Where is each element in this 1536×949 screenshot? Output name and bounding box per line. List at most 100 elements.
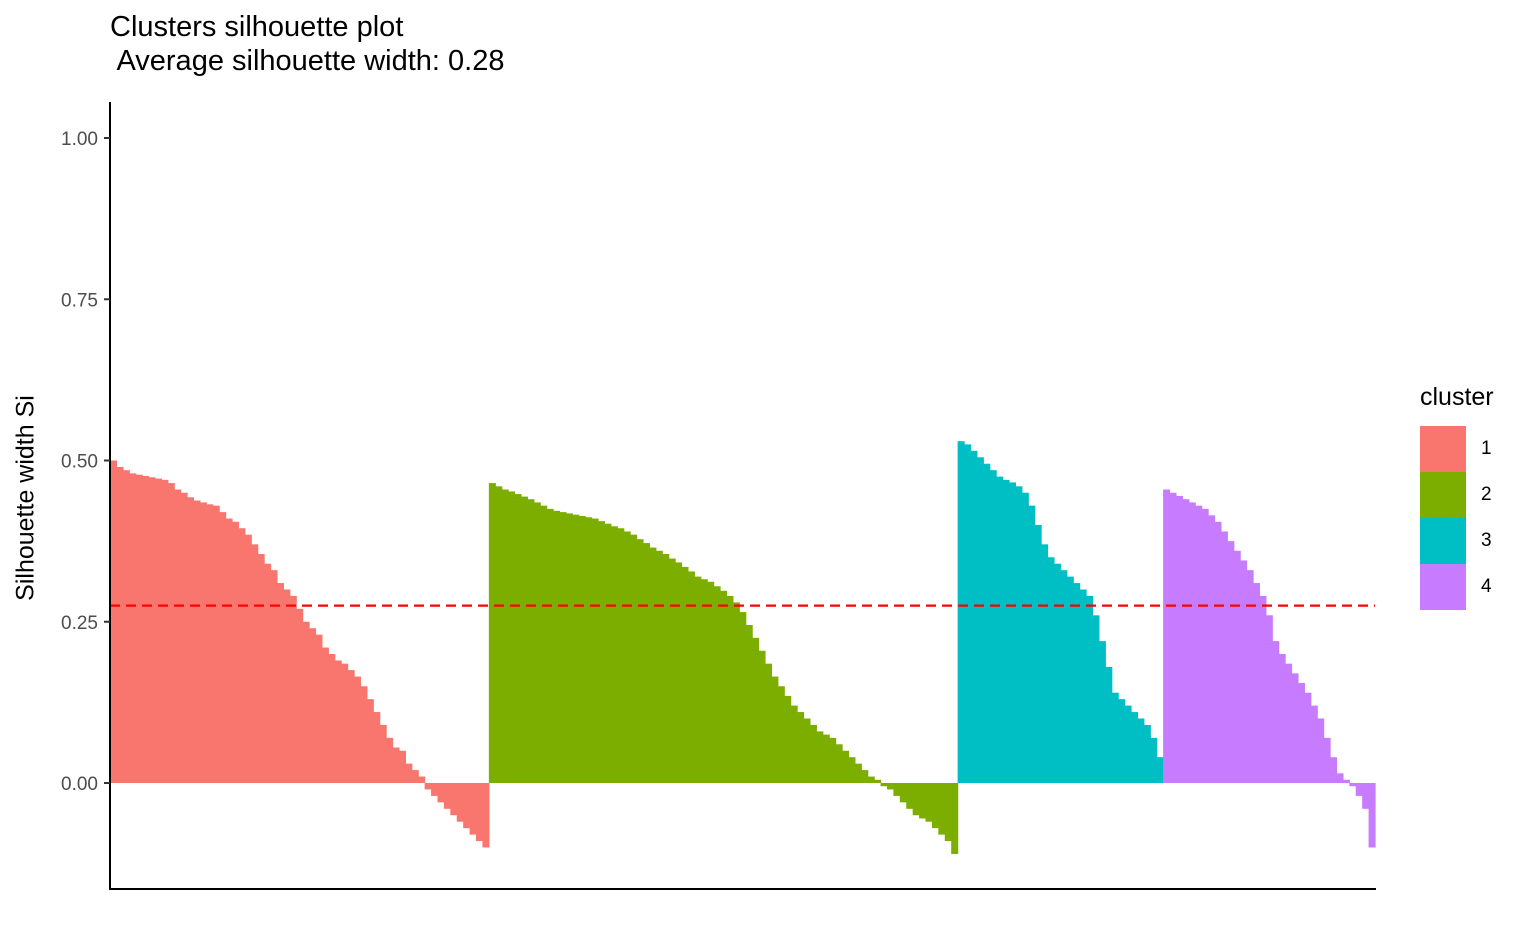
silhouette-bar	[784, 695, 792, 783]
silhouette-bar	[681, 566, 689, 783]
silhouette-bar	[546, 508, 554, 783]
silhouette-bar	[142, 475, 150, 783]
silhouette-bar	[1021, 492, 1029, 783]
silhouette-bar	[1323, 737, 1331, 783]
silhouette-bar	[1297, 683, 1305, 783]
silhouette-bar	[553, 510, 561, 783]
silhouette-bar	[1220, 531, 1228, 783]
silhouette-bar	[520, 496, 528, 783]
silhouette-bar	[668, 558, 676, 783]
legend-title: cluster	[1420, 383, 1494, 411]
silhouette-bar	[251, 544, 259, 783]
silhouette-bar	[508, 491, 516, 783]
silhouette-bar	[1130, 712, 1139, 783]
silhouette-bar	[874, 779, 882, 783]
y-axis-label: Silhouette width Si	[11, 395, 40, 601]
silhouette-bar	[392, 747, 400, 783]
silhouette-bar	[803, 718, 811, 783]
silhouette-bar	[707, 581, 715, 783]
silhouette-bar	[996, 476, 1004, 783]
silhouette-bar	[206, 504, 214, 783]
silhouette-bar	[1317, 718, 1325, 783]
silhouette-bar	[1265, 615, 1273, 783]
silhouette-bar	[398, 750, 406, 783]
silhouette-bar	[829, 737, 837, 783]
silhouette-bar	[1092, 615, 1100, 783]
silhouette-bar	[1304, 692, 1312, 783]
silhouette-bar	[848, 757, 856, 783]
silhouette-bar	[1291, 673, 1299, 783]
silhouette-bar	[366, 699, 374, 783]
silhouette-bar	[1227, 541, 1235, 783]
silhouette-bar	[116, 466, 124, 783]
silhouette-bar	[700, 579, 708, 783]
silhouette-bar	[938, 783, 946, 835]
silhouette-bar	[354, 676, 362, 783]
silhouette-bar	[771, 676, 779, 783]
silhouette-bar	[1208, 515, 1216, 783]
silhouette-bar	[533, 502, 541, 783]
y-tick-label: 0.00	[61, 774, 98, 795]
silhouette-bar	[238, 528, 246, 783]
legend-swatch	[1420, 426, 1466, 472]
silhouette-bar	[591, 518, 599, 783]
silhouette-bar	[135, 474, 143, 783]
silhouette-bar	[463, 783, 471, 829]
silhouette-bar	[623, 531, 631, 783]
silhouette-bar	[1118, 699, 1126, 783]
silhouette-bar	[713, 586, 721, 783]
silhouette-bar	[1188, 502, 1196, 783]
silhouette-bar	[880, 783, 888, 787]
silhouette-bar	[1259, 595, 1267, 783]
silhouette-bar	[1015, 486, 1023, 783]
y-tick-label: 0.50	[61, 452, 98, 473]
silhouette-bar	[758, 650, 766, 783]
silhouette-bar	[283, 589, 291, 783]
silhouette-bar	[1355, 783, 1363, 796]
silhouette-bar	[1349, 783, 1357, 787]
silhouette-bar	[662, 554, 670, 783]
silhouette-bar	[437, 783, 445, 803]
silhouette-bar	[764, 663, 772, 783]
silhouette-bar	[443, 783, 451, 809]
silhouette-bar	[129, 473, 137, 783]
silhouette-bar	[180, 492, 188, 783]
silhouette-bar	[636, 539, 644, 783]
silhouette-bar	[745, 624, 753, 783]
legend-item-3: 3	[1420, 518, 1536, 564]
silhouette-bar	[1246, 570, 1254, 783]
silhouette-bar	[1156, 757, 1164, 783]
silhouette-bar	[321, 647, 329, 783]
silhouette-bar	[1008, 482, 1017, 783]
silhouette-bar	[1150, 737, 1158, 783]
silhouette-bar	[1047, 557, 1055, 783]
silhouette-bar	[167, 483, 175, 783]
silhouette-bar	[1278, 654, 1286, 783]
silhouette-bar	[944, 783, 952, 842]
silhouette-bar	[854, 763, 862, 783]
silhouette-bar	[1124, 705, 1132, 783]
silhouette-bar	[315, 634, 323, 783]
silhouette-bar	[225, 518, 233, 783]
silhouette-bar	[1028, 505, 1036, 783]
silhouette-bar	[970, 450, 978, 783]
legend-label: 3	[1481, 530, 1492, 551]
silhouette-bar	[1362, 783, 1370, 809]
silhouette-bar	[411, 770, 419, 783]
silhouette-bar	[989, 470, 997, 783]
silhouette-bar	[976, 457, 984, 783]
silhouette-bar	[835, 744, 843, 783]
silhouette-bar	[527, 499, 535, 783]
silhouette-bar	[476, 783, 484, 842]
silhouette-bar	[174, 489, 182, 783]
silhouette-bar	[257, 554, 265, 783]
silhouette-bar	[572, 514, 580, 783]
silhouette-bar	[1163, 489, 1171, 783]
bars-group	[110, 441, 1376, 854]
silhouette-bar	[912, 783, 920, 816]
silhouette-bar	[752, 637, 760, 783]
silhouette-bar	[1079, 589, 1087, 783]
silhouette-bar	[687, 571, 695, 783]
silhouette-bar	[617, 528, 625, 783]
silhouette-bar	[1143, 724, 1151, 783]
